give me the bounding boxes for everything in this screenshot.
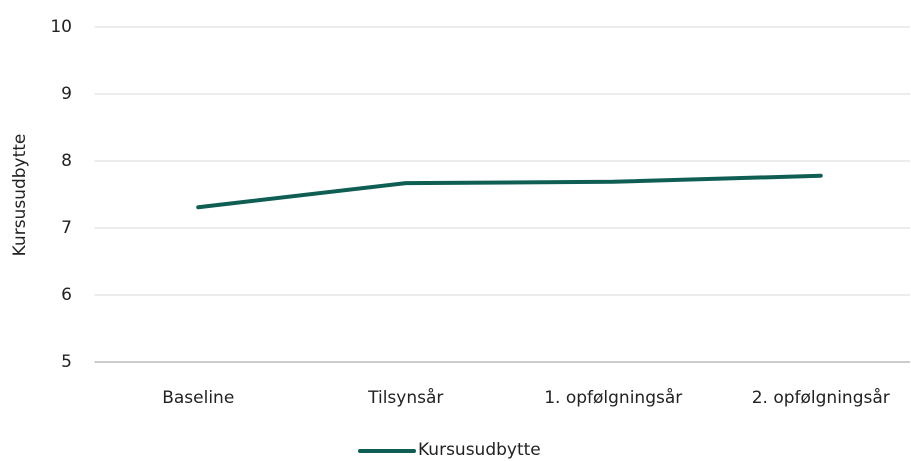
x-tick-label: 2. opfølgningsår	[752, 387, 890, 408]
y-axis-label: Kursusudbytte	[10, 134, 30, 257]
legend-label: Kursusudbytte	[418, 440, 541, 460]
x-tick-label: Tilsynsår	[367, 387, 443, 408]
y-tick-label: 8	[61, 151, 72, 171]
x-tick-label: 1. opfølgningsår	[544, 387, 682, 408]
y-tick-label: 9	[61, 84, 72, 104]
y-tick-label: 7	[61, 218, 72, 238]
y-tick-label: 6	[61, 285, 72, 305]
y-tick-label: 5	[61, 352, 72, 372]
x-tick-label: Baseline	[162, 388, 234, 408]
data-line	[196, 173, 823, 210]
y-tick-label: 10	[50, 17, 72, 37]
